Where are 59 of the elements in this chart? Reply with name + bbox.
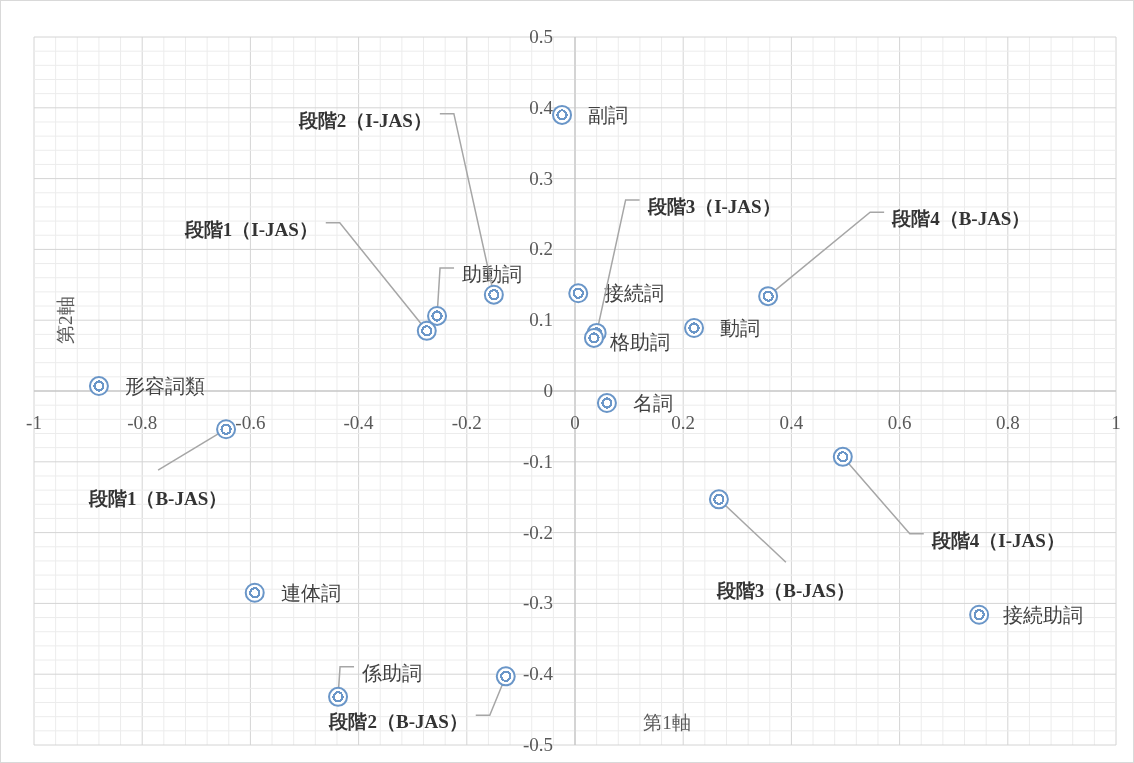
y-axis-title: 第2軸 bbox=[55, 296, 76, 344]
annotation: 係助詞 bbox=[361, 661, 423, 684]
x-tick-label: 0.6 bbox=[887, 412, 912, 433]
annotation: 段階4（B-JAS） bbox=[891, 208, 1031, 230]
annotation: 助動詞 bbox=[462, 262, 523, 285]
x-tick-label: 0.8 bbox=[995, 412, 1020, 433]
annotation: 段階3（I-JAS） bbox=[646, 195, 781, 217]
annotation: 段階1（I-JAS） bbox=[183, 218, 318, 240]
x-tick-label: 0 bbox=[570, 412, 580, 433]
point bbox=[708, 489, 729, 510]
y-tick-label: 0.4 bbox=[529, 96, 554, 118]
annotation: 接続助詞 bbox=[1003, 603, 1084, 626]
y-tick-label: 0 bbox=[543, 380, 553, 401]
point bbox=[552, 104, 573, 125]
y-tick-label: 0.2 bbox=[529, 238, 553, 260]
x-tick-label: -0.4 bbox=[343, 412, 375, 433]
x-tick-label: 0.2 bbox=[671, 412, 696, 433]
annotation: 段階2（I-JAS） bbox=[297, 109, 432, 131]
point bbox=[416, 320, 437, 341]
x-tick-label: 1 bbox=[1111, 412, 1121, 433]
annotation: 格助詞 bbox=[608, 330, 670, 353]
y-tick-label: -0.3 bbox=[522, 592, 553, 614]
y-tick-label: -0.2 bbox=[522, 521, 553, 543]
y-tick-label: -0.5 bbox=[522, 734, 553, 755]
y-tick-label: 0.5 bbox=[529, 26, 553, 47]
point bbox=[969, 604, 990, 625]
annotation: 連体詞 bbox=[280, 581, 341, 604]
point bbox=[495, 666, 516, 687]
point bbox=[596, 393, 617, 414]
annotation: 名詞 bbox=[632, 392, 673, 415]
annotation: 段階1（B-JAS） bbox=[87, 488, 228, 510]
point bbox=[328, 686, 349, 707]
x-tick-label: -0.6 bbox=[235, 412, 266, 433]
annotation: 副詞 bbox=[588, 103, 629, 126]
x-tick-label: -0.8 bbox=[127, 412, 158, 433]
point bbox=[832, 446, 853, 467]
point bbox=[568, 283, 589, 304]
annotation: 段階4（I-JAS） bbox=[930, 529, 1065, 551]
annotation: 段階2（B-JAS） bbox=[328, 711, 468, 733]
point bbox=[216, 419, 237, 440]
y-tick-label: 0.1 bbox=[529, 309, 553, 331]
point bbox=[88, 376, 109, 397]
point bbox=[483, 284, 504, 305]
x-tick-label: -1 bbox=[26, 412, 42, 433]
y-tick-label: 0.3 bbox=[529, 167, 553, 189]
y-tick-label: -0.1 bbox=[522, 450, 553, 472]
point bbox=[244, 582, 265, 603]
x-axis-title: 第1軸 bbox=[643, 712, 691, 733]
y-tick-label: -0.4 bbox=[522, 663, 554, 685]
point bbox=[427, 305, 448, 326]
point bbox=[583, 327, 604, 348]
x-tick-label: 0.4 bbox=[779, 412, 804, 433]
annotation: 接続詞 bbox=[604, 282, 665, 305]
point bbox=[758, 286, 779, 307]
point bbox=[684, 317, 705, 338]
annotation: 形容詞類 bbox=[124, 375, 205, 398]
annotation: 動詞 bbox=[720, 316, 761, 339]
x-tick-label: -0.2 bbox=[451, 412, 482, 433]
annotation: 段階3（B-JAS） bbox=[715, 580, 856, 602]
